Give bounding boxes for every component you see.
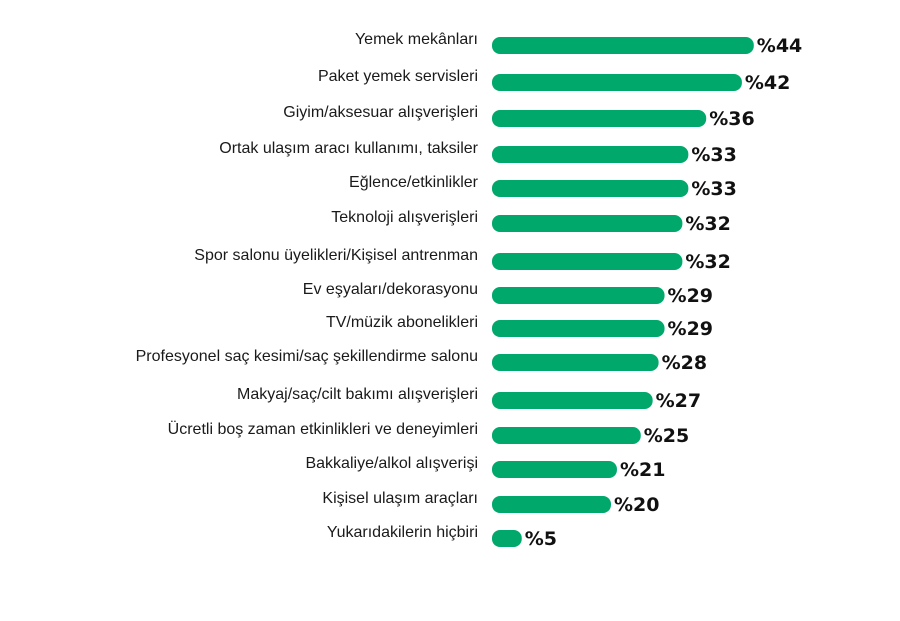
value-label: %44 — [757, 35, 802, 57]
category-label: Paket yemek servisleri — [318, 68, 478, 85]
value-label: %32 — [685, 213, 730, 235]
category-label: Ortak ulaşım aracı kullanımı, taksiler — [219, 140, 478, 157]
value-label: %42 — [745, 72, 790, 94]
category-label: Giyim/aksesuar alışverişleri — [283, 104, 478, 121]
value-label: %27 — [656, 390, 701, 412]
value-label: %20 — [614, 494, 659, 516]
value-label: %32 — [685, 251, 730, 273]
bar — [492, 74, 742, 91]
bar — [492, 461, 617, 478]
category-label: Makyaj/saç/cilt bakımı alışverişleri — [237, 386, 478, 403]
category-label: Ücretli boş zaman etkinlikleri ve deneyi… — [168, 420, 478, 438]
value-label: %36 — [709, 108, 754, 130]
category-label: Profesyonel saç kesimi/saç şekillendirme… — [136, 348, 478, 365]
value-label: %21 — [620, 459, 665, 481]
bar — [492, 392, 653, 409]
category-label: Eğlence/etkinlikler — [349, 174, 479, 191]
value-label: %28 — [662, 352, 707, 374]
bar — [492, 354, 659, 371]
category-label: Bakkaliye/alkol alışverişi — [305, 455, 478, 472]
value-label: %29 — [668, 285, 713, 307]
category-label: Spor salonu üyelikleri/Kişisel antrenman — [194, 247, 478, 264]
category-label: Yukarıdakilerin hiçbiri — [327, 524, 478, 541]
value-label: %5 — [525, 528, 557, 550]
bar — [492, 287, 665, 304]
bar — [492, 320, 665, 337]
value-label: %33 — [691, 144, 736, 166]
value-label: %29 — [668, 318, 713, 340]
bar — [492, 496, 611, 513]
bar — [492, 427, 641, 444]
category-label: Yemek mekânları — [355, 31, 478, 48]
bar — [492, 146, 689, 163]
bar — [492, 530, 522, 547]
category-label: Kişisel ulaşım araçları — [322, 490, 478, 507]
bar — [492, 37, 754, 54]
category-label: TV/müzik abonelikleri — [326, 314, 478, 331]
category-label: Teknoloji alışverişleri — [331, 209, 478, 226]
bar — [492, 215, 683, 232]
bar — [492, 253, 683, 270]
bar — [492, 180, 689, 197]
value-label: %33 — [691, 178, 736, 200]
value-label: %25 — [644, 425, 689, 447]
category-label: Ev eşyaları/dekorasyonu — [303, 281, 478, 298]
bar — [492, 110, 707, 127]
